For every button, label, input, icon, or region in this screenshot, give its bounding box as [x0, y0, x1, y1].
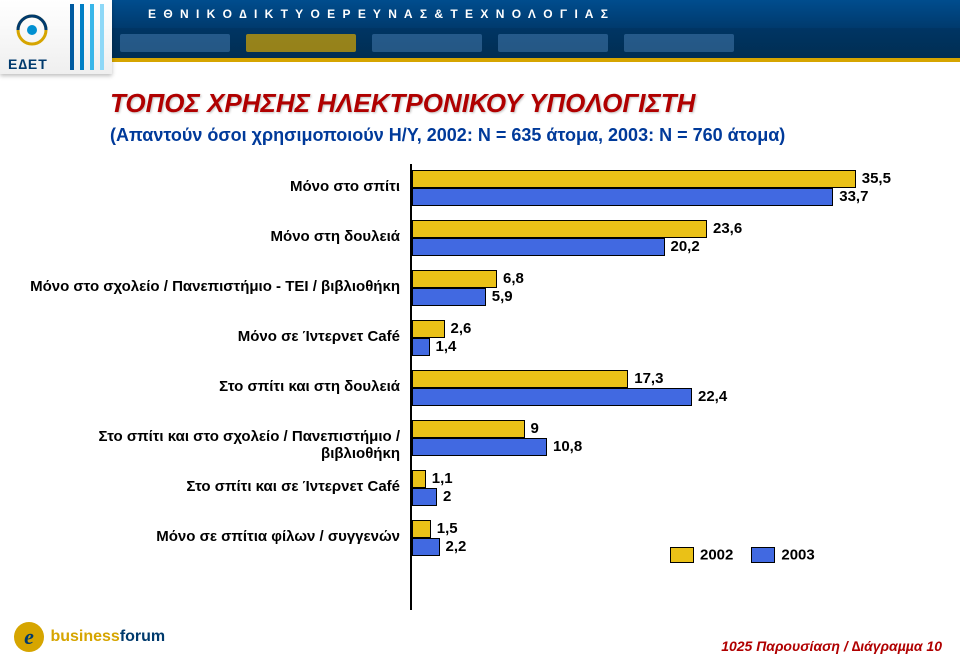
footer-logo-forum: forum [120, 628, 165, 645]
plot-area: 2002 2003 35,533,7 23,6 20,2 6,85,9 2,61,4 17,… [410, 170, 930, 604]
value-label: 23,6 [713, 220, 742, 237]
value-label: 17,3 [634, 370, 663, 387]
value-label: 2,6 [451, 320, 472, 337]
category-label: Στο σπίτι και στο σχολείο / Πανεπιστήμιο… [30, 429, 400, 462]
bar-2002 [412, 220, 707, 238]
header-title-strip: Ε Θ Ν Ι Κ Ο ∆ Ι Κ Τ Υ Ο Ε Ρ Ε Υ Ν Α Σ & … [112, 0, 960, 29]
header-badge: Ε∆ΕΤ [0, 0, 112, 74]
bar-2003 [412, 388, 692, 406]
slide-subtitle: (Απαντούν όσοι χρησιμοποιούν Η/Υ, 2002: … [110, 125, 960, 146]
category-label: Μόνο στο σπίτι [30, 179, 400, 196]
category-label: Μόνο σε Ίντερνετ Café [30, 329, 400, 346]
bar-2002 [412, 520, 431, 538]
legend-item: 2003 [751, 546, 814, 564]
bar-2002 [412, 270, 497, 288]
swirl-icon [8, 6, 56, 54]
value-label: 22,4 [698, 388, 727, 405]
bar-2003 [412, 288, 486, 306]
header: Ε∆ΕΤ Ε Θ Ν Ι Κ Ο ∆ Ι Κ Τ Υ Ο Ε Ρ Ε Υ Ν Α… [0, 0, 960, 62]
value-label: 1,5 [437, 520, 458, 537]
bar-2002 [412, 370, 628, 388]
bar-2002 [412, 320, 445, 338]
slide-title: ΤΟΠΟΣ ΧΡΗΣΗΣ ΗΛΕΚΤΡΟΝΙΚΟΥ ΥΠΟΛΟΓΙΣΤΗ [110, 88, 960, 119]
badge-text: Ε∆ΕΤ [8, 56, 48, 72]
category-label: Στο σπίτι και σε Ίντερνετ Café [30, 479, 400, 496]
value-label: 2,2 [446, 538, 467, 555]
bar-2003 [412, 238, 665, 256]
legend-item: 2002 [670, 546, 733, 564]
legend-label: 2003 [781, 546, 814, 563]
footer-logo: e businessforum [14, 622, 165, 656]
bar-2003 [412, 438, 547, 456]
bar-2003 [412, 488, 437, 506]
value-label: 10,8 [553, 438, 582, 455]
bar-2002 [412, 170, 856, 188]
bar-2003 [412, 538, 440, 556]
category-label: Μόνο στο σχολείο / Πανεπιστήμιο - ΤΕΙ / … [30, 279, 400, 296]
value-label: 6,8 [503, 270, 524, 287]
chart: Μόνο στο σπίτι Μόνο στη δουλειά Μόνο στο σ… [30, 170, 940, 604]
legend-swatch [670, 547, 694, 563]
value-label: 1,1 [432, 470, 453, 487]
value-label: 20,2 [671, 238, 700, 255]
category-label: Στο σπίτι και στη δουλειά [30, 379, 400, 396]
legend: 2002 2003 [670, 546, 833, 564]
footer-note: 1025 Παρουσίαση / ∆ιάγραµµα 10 [721, 638, 942, 654]
footer-logo-e: e [14, 622, 44, 652]
value-label: 35,5 [862, 170, 891, 187]
bar-2003 [412, 188, 833, 206]
bar-2002 [412, 420, 525, 438]
value-label: 5,9 [492, 288, 513, 305]
header-sub-strip [112, 28, 960, 58]
header-title: Ε Θ Ν Ι Κ Ο ∆ Ι Κ Τ Υ Ο Ε Ρ Ε Υ Ν Α Σ & … [112, 0, 960, 28]
category-label: Μόνο σε σπίτια φίλων / συγγενών [30, 529, 400, 546]
footer-logo-business: business [50, 628, 119, 645]
value-label: 2 [443, 488, 451, 505]
value-label: 33,7 [839, 188, 868, 205]
legend-swatch [751, 547, 775, 563]
value-label: 1,4 [436, 338, 457, 355]
value-label: 9 [531, 420, 539, 437]
bar-2002 [412, 470, 426, 488]
bar-2003 [412, 338, 430, 356]
legend-label: 2002 [700, 546, 733, 563]
category-label: Μόνο στη δουλειά [30, 229, 400, 246]
